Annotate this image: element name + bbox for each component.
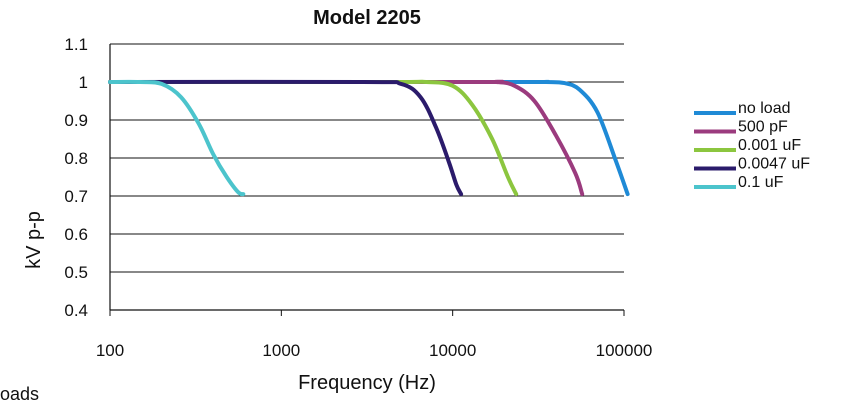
y-tick-label: 0.7 bbox=[64, 187, 88, 206]
y-tick-labels: 0.4 0.5 0.6 0.7 0.8 0.9 1 1.1 bbox=[64, 35, 88, 320]
x-tick-label: 10000 bbox=[429, 341, 476, 360]
y-axis-title: kV p-p bbox=[23, 211, 45, 269]
series-line-0 bbox=[108, 79, 630, 197]
legend: no load 500 pF0.001 uF 0.0047 uF0.1 uF bbox=[694, 100, 810, 191]
y-tick-label: 0.5 bbox=[64, 263, 88, 282]
legend-label: 0.0047 uF bbox=[738, 156, 810, 173]
x-tick-label: 100 bbox=[96, 341, 124, 360]
x-tick-labels: 100 1000 10000 100000 bbox=[96, 341, 653, 360]
series-lines bbox=[108, 79, 630, 197]
y-tick-label: 1 bbox=[79, 73, 88, 92]
series-line-3 bbox=[108, 79, 464, 197]
legend-label: 500 pF bbox=[738, 119, 788, 136]
y-tick-label: 1.1 bbox=[64, 35, 88, 54]
x-tick-label: 1000 bbox=[262, 341, 300, 360]
chart-title: Model 2205 bbox=[313, 7, 421, 29]
y-tick-label: 0.9 bbox=[64, 111, 88, 130]
x-ticks bbox=[109, 310, 625, 316]
clipped-note-text: oads bbox=[0, 384, 39, 402]
legend-label: 0.001 uF bbox=[738, 137, 801, 154]
legend-label: no load bbox=[738, 100, 791, 117]
y-tick-label: 0.8 bbox=[64, 149, 88, 168]
y-tick-label: 0.6 bbox=[64, 225, 88, 244]
legend-label: 0.1 uF bbox=[738, 174, 784, 191]
y-tick-label: 0.4 bbox=[64, 301, 88, 320]
x-axis-title: Frequency (Hz) bbox=[298, 372, 436, 394]
x-tick-label: 100000 bbox=[596, 341, 653, 360]
series-line-4 bbox=[108, 79, 246, 197]
